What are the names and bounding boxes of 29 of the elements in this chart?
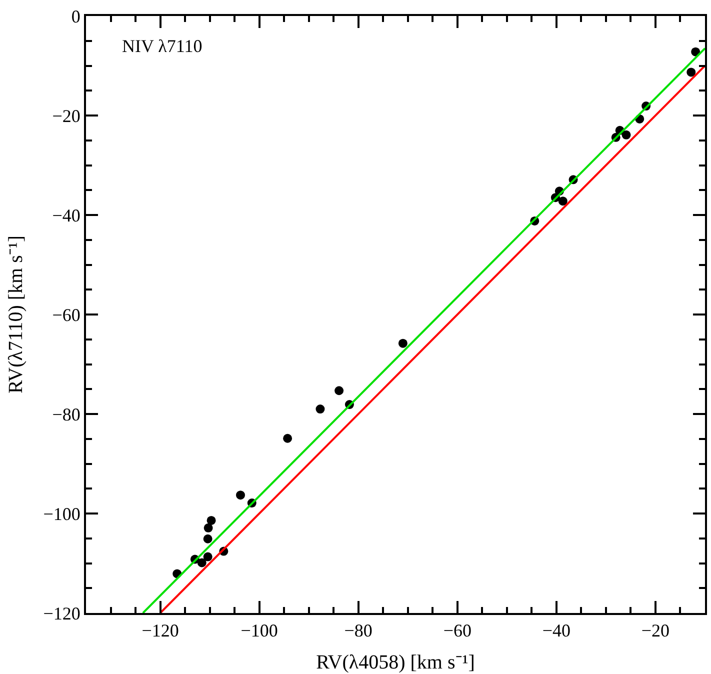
x-tick-label: −60	[443, 620, 472, 641]
y-tick-label: −40	[52, 205, 80, 226]
x-tick-label: −120	[142, 620, 179, 641]
y-tick-label: −60	[52, 304, 80, 325]
point	[283, 434, 292, 443]
point	[236, 490, 245, 500]
x-tick-label: −80	[344, 620, 372, 641]
y-tick-label: 0	[71, 6, 80, 26]
y-tick-label: −20	[52, 106, 80, 126]
y-axis-title: RV(λ7110) [km s⁻¹]	[5, 235, 28, 394]
point	[558, 196, 568, 206]
y-tick-label: −100	[43, 504, 80, 524]
point	[398, 338, 408, 348]
point	[203, 552, 212, 562]
y-tick-label: −120	[43, 603, 80, 624]
x-tick-label: −20	[641, 620, 670, 641]
y-tick-label: −80	[52, 404, 80, 424]
x-tick-label: −100	[240, 620, 278, 641]
point	[203, 534, 212, 544]
x-axis-title: RV(λ4058) [km s⁻¹]	[316, 652, 475, 674]
annotation: NIV λ7110	[122, 36, 202, 56]
point	[204, 523, 213, 532]
point	[197, 558, 206, 568]
x-tick-label: −40	[542, 620, 571, 641]
point	[622, 130, 631, 140]
point	[334, 386, 344, 396]
point	[686, 68, 696, 77]
point	[316, 404, 325, 414]
point	[206, 516, 216, 525]
